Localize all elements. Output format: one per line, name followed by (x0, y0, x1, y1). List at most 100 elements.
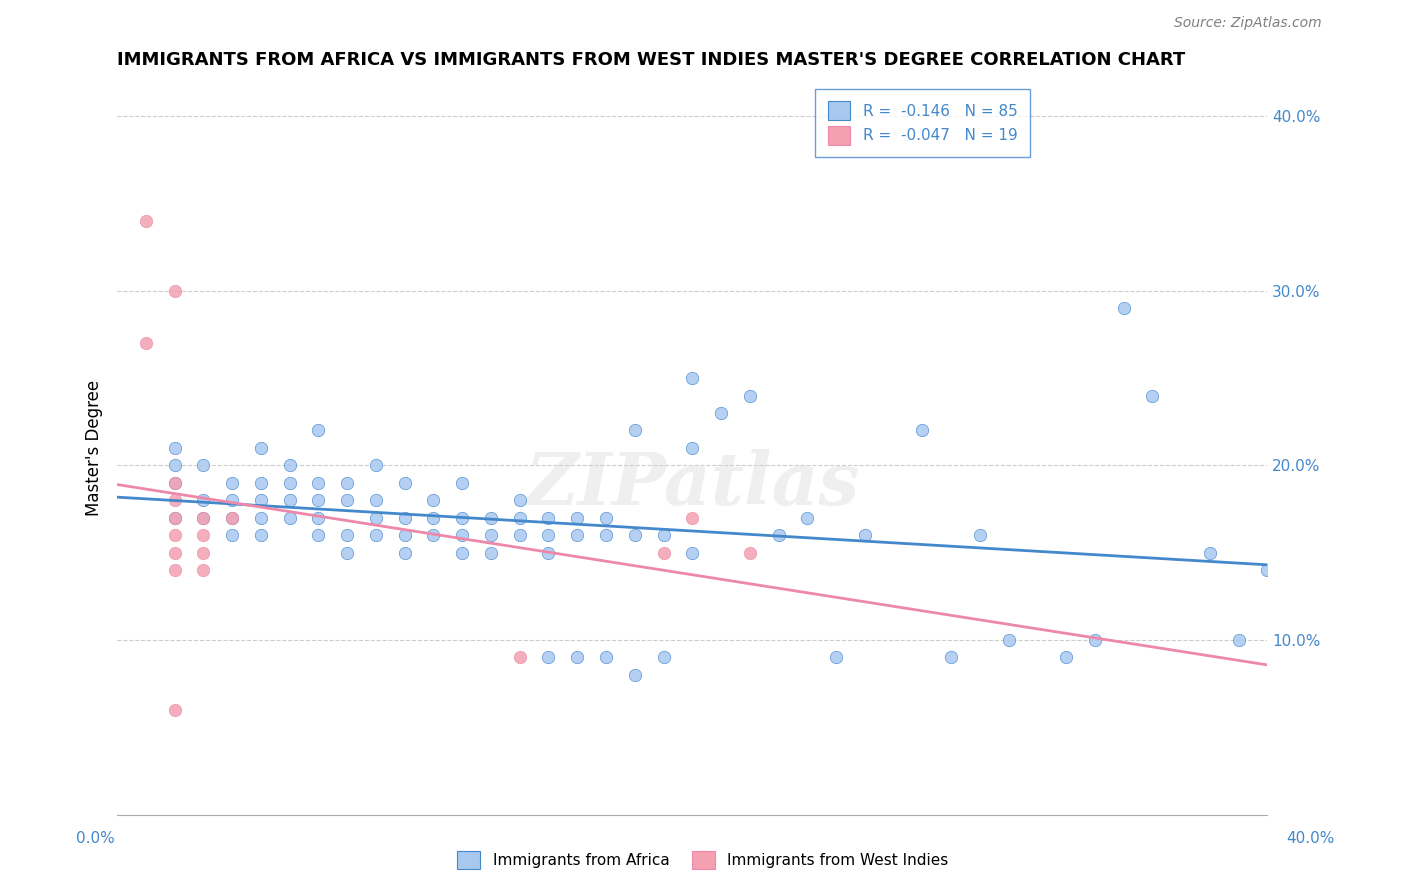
Point (364, 510, 387, 524)
Point (336, 493, 359, 508)
Point (193, 493, 215, 508)
Point (308, 510, 330, 524)
Point (250, 475, 273, 490)
Point (595, 510, 617, 524)
Point (825, 650, 848, 665)
Point (537, 546, 560, 560)
Point (422, 493, 444, 508)
Text: 40.0%: 40.0% (1286, 831, 1334, 846)
Point (1142, 388, 1164, 402)
Point (595, 650, 617, 665)
Point (451, 528, 474, 542)
Point (135, 214, 157, 228)
Point (969, 528, 991, 542)
Point (394, 510, 416, 524)
Point (652, 528, 675, 542)
Point (1227, 632, 1250, 647)
Point (163, 563, 186, 577)
Point (796, 510, 818, 524)
Point (193, 458, 215, 473)
Point (681, 371, 703, 385)
Point (278, 493, 301, 508)
Point (652, 650, 675, 665)
Point (710, 406, 733, 420)
Point (681, 510, 703, 524)
Text: IMMIGRANTS FROM AFRICA VS IMMIGRANTS FROM WEST INDIES MASTER'S DEGREE CORRELATIO: IMMIGRANTS FROM AFRICA VS IMMIGRANTS FRO… (117, 51, 1185, 69)
Point (451, 510, 474, 524)
Point (364, 458, 387, 473)
Point (336, 528, 359, 542)
Point (163, 546, 186, 560)
Point (278, 458, 301, 473)
Point (278, 475, 301, 490)
Point (193, 510, 215, 524)
Point (681, 441, 703, 455)
Point (163, 475, 186, 490)
Point (394, 546, 416, 560)
Point (308, 475, 330, 490)
Point (394, 528, 416, 542)
Point (509, 650, 531, 665)
Point (595, 528, 617, 542)
Point (479, 510, 502, 524)
Point (221, 510, 243, 524)
Point (193, 546, 215, 560)
Point (163, 441, 186, 455)
Legend: R =  -0.146   N = 85, R =  -0.047   N = 19: R = -0.146 N = 85, R = -0.047 N = 19 (815, 89, 1029, 157)
Point (221, 528, 243, 542)
Point (1198, 546, 1220, 560)
Point (623, 668, 645, 682)
Point (681, 546, 703, 560)
Point (163, 493, 186, 508)
Point (509, 528, 531, 542)
Point (537, 528, 560, 542)
Point (537, 650, 560, 665)
Point (364, 493, 387, 508)
Point (911, 424, 934, 438)
Point (422, 528, 444, 542)
Point (738, 388, 761, 402)
Point (163, 475, 186, 490)
Point (135, 336, 157, 351)
Point (163, 703, 186, 717)
Point (394, 475, 416, 490)
Point (308, 493, 330, 508)
Point (537, 510, 560, 524)
Point (250, 493, 273, 508)
Point (193, 528, 215, 542)
Y-axis label: Master's Degree: Master's Degree (86, 380, 103, 516)
Point (308, 528, 330, 542)
Point (422, 510, 444, 524)
Point (336, 546, 359, 560)
Point (1112, 301, 1135, 316)
Point (308, 424, 330, 438)
Point (451, 475, 474, 490)
Point (221, 475, 243, 490)
Point (163, 284, 186, 298)
Point (278, 510, 301, 524)
Point (997, 632, 1019, 647)
Point (768, 528, 790, 542)
Point (193, 510, 215, 524)
Text: 0.0%: 0.0% (76, 831, 115, 846)
Point (364, 528, 387, 542)
Point (1256, 563, 1278, 577)
Point (853, 528, 876, 542)
Point (163, 528, 186, 542)
Point (738, 546, 761, 560)
Point (250, 510, 273, 524)
Point (451, 546, 474, 560)
Point (567, 650, 589, 665)
Point (1054, 650, 1077, 665)
Point (163, 510, 186, 524)
Point (250, 441, 273, 455)
Point (221, 493, 243, 508)
Point (509, 493, 531, 508)
Point (652, 546, 675, 560)
Point (336, 475, 359, 490)
Point (479, 546, 502, 560)
Point (567, 528, 589, 542)
Text: Source: ZipAtlas.com: Source: ZipAtlas.com (1174, 16, 1322, 29)
Point (567, 510, 589, 524)
Point (163, 458, 186, 473)
